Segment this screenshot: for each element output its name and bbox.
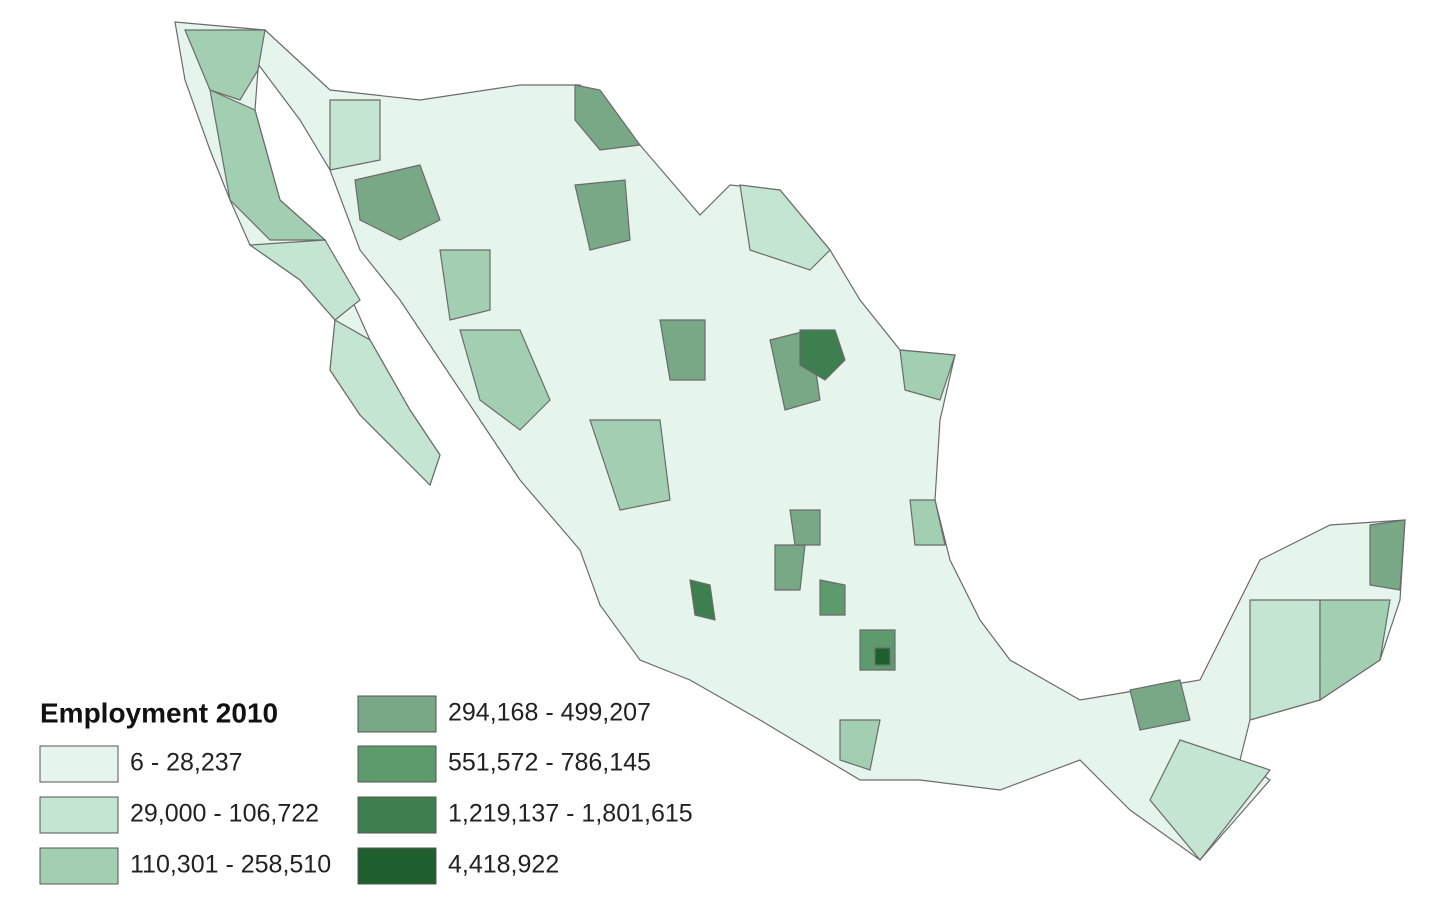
region — [574, 179, 631, 251]
legend-swatch — [357, 695, 437, 733]
region — [899, 349, 956, 401]
region — [329, 99, 381, 171]
legend-title: Employment 2010 — [40, 697, 278, 728]
region — [329, 319, 441, 487]
region — [1129, 679, 1191, 731]
region — [1319, 599, 1391, 702]
region — [248, 239, 361, 321]
region — [439, 249, 491, 321]
region — [184, 29, 266, 101]
region — [1369, 519, 1406, 591]
legend-label: 110,301 - 258,510 — [130, 851, 331, 879]
legend-label: 1,219,137 - 1,801,615 — [448, 800, 693, 828]
legend-swatch — [357, 847, 437, 885]
region — [874, 647, 891, 666]
region — [774, 544, 806, 591]
region — [909, 499, 946, 546]
region — [354, 164, 441, 241]
legend-swatch — [39, 745, 119, 783]
legend-swatch — [357, 796, 437, 834]
mexico-map — [174, 21, 1406, 861]
region — [799, 329, 846, 381]
legend-swatch — [39, 847, 119, 885]
region — [1149, 739, 1271, 861]
legend-label: 294,168 - 499,207 — [448, 699, 651, 727]
legend-label: 29,000 - 106,722 — [130, 800, 319, 828]
region — [789, 509, 821, 546]
region — [589, 419, 671, 511]
legend-swatch — [39, 796, 119, 834]
legend-label: 4,418,922 — [448, 851, 559, 879]
region — [739, 184, 831, 271]
region — [689, 579, 716, 621]
region — [1249, 599, 1321, 721]
region — [459, 329, 551, 431]
legend-label: 551,572 - 786,145 — [448, 749, 651, 777]
legend-label: 6 - 28,237 — [130, 749, 243, 777]
region — [839, 719, 881, 771]
legend-swatch — [357, 745, 437, 783]
region — [659, 319, 706, 381]
legend: 6 - 28,237 29,000 - 106,722 110,301 - 258,… — [39, 695, 693, 885]
region — [819, 579, 846, 616]
region — [574, 84, 642, 151]
